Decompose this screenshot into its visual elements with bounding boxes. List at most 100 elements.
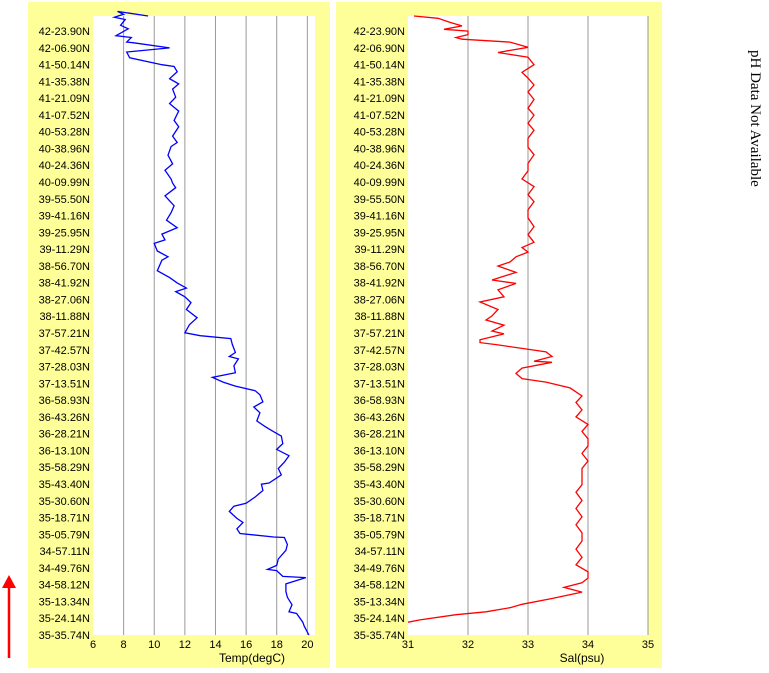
salinity-x-tick-label: 31 <box>402 639 414 651</box>
temperature-latitude-label: 35-35.74N <box>39 630 90 642</box>
temperature-latitude-label: 37-57.21N <box>39 328 90 340</box>
salinity-latitude-label: 35-43.40N <box>354 479 405 491</box>
salinity-latitude-label: 39-25.95N <box>354 227 405 239</box>
temperature-latitude-label: 36-28.21N <box>39 429 90 441</box>
salinity-gridlines <box>467 16 649 635</box>
temperature-latitude-label: 42-23.90N <box>39 26 90 38</box>
salinity-latitude-label: 41-35.38N <box>354 76 405 88</box>
temperature-x-axis-title: Temp(degC) <box>219 651 285 665</box>
temperature-latitude-label: 34-57.11N <box>39 546 90 558</box>
salinity-x-tick-label: 33 <box>522 639 534 651</box>
salinity-x-tick-labels: 31 32 33 34 35 <box>402 639 654 651</box>
salinity-latitude-label: 42-06.90N <box>354 43 405 55</box>
temperature-latitude-label: 37-13.51N <box>39 378 90 390</box>
salinity-latitude-label: 38-11.88N <box>354 311 405 323</box>
salinity-latitude-label: 35-58.29N <box>354 462 405 474</box>
direction-arrow-icon <box>2 575 16 658</box>
temperature-latitude-label: 38-41.92N <box>39 278 90 290</box>
temperature-series-line <box>111 10 310 636</box>
temperature-latitude-label: 35-13.34N <box>39 596 90 608</box>
temperature-latitude-label: 35-24.14N <box>39 613 90 625</box>
salinity-latitude-label: 38-27.06N <box>354 294 405 306</box>
temperature-x-tick-label: 14 <box>209 639 221 651</box>
temperature-latitude-label: 37-42.57N <box>39 345 90 357</box>
salinity-latitude-label: 42-23.90N <box>354 26 405 38</box>
temperature-x-tick-label: 20 <box>301 639 313 651</box>
temperature-latitude-label: 34-58.12N <box>39 580 90 592</box>
temperature-latitude-label: 36-13.10N <box>39 445 90 457</box>
temperature-latitude-label: 34-49.76N <box>39 563 90 575</box>
salinity-latitude-label: 40-38.96N <box>354 143 405 155</box>
temperature-gridlines <box>123 16 308 635</box>
salinity-latitude-label: 41-50.14N <box>354 60 405 72</box>
temperature-plot-area <box>93 16 315 635</box>
temperature-latitude-label: 38-56.70N <box>39 261 90 273</box>
temperature-latitude-label: 39-11.29N <box>39 244 90 256</box>
temperature-latitude-label: 41-35.38N <box>39 76 90 88</box>
salinity-latitude-label: 35-05.79N <box>354 529 405 541</box>
salinity-latitude-label: 36-28.21N <box>354 429 405 441</box>
salinity-series-line <box>407 15 589 623</box>
salinity-latitude-label: 37-42.57N <box>354 345 405 357</box>
salinity-latitude-label: 39-11.29N <box>354 244 405 256</box>
salinity-latitude-label: 36-13.10N <box>354 445 405 457</box>
temperature-latitude-label: 36-43.26N <box>39 412 90 424</box>
salinity-latitude-label: 41-07.52N <box>354 110 405 122</box>
temperature-latitude-label: 40-53.28N <box>39 127 90 139</box>
salinity-latitude-tick-labels: 42-23.90N 42-06.90N 41-50.14N 41-35.38N 41-2… <box>354 26 405 642</box>
temperature-latitude-label: 41-50.14N <box>39 60 90 72</box>
salinity-latitude-label: 36-43.26N <box>354 412 405 424</box>
temperature-x-tick-label: 6 <box>90 639 96 651</box>
salinity-latitude-label: 37-28.03N <box>354 362 405 374</box>
ph-unavailable-note: pH Data Not Available <box>747 50 763 187</box>
temperature-x-tick-label: 12 <box>179 639 191 651</box>
salinity-latitude-label: 38-41.92N <box>354 278 405 290</box>
salinity-x-tick-label: 35 <box>642 639 654 651</box>
temperature-latitude-label: 35-43.40N <box>39 479 90 491</box>
temperature-x-tick-labels: 6 8 10 12 14 16 18 20 <box>90 639 314 651</box>
salinity-latitude-label: 34-49.76N <box>354 563 405 575</box>
temperature-latitude-label: 38-27.06N <box>39 294 90 306</box>
salinity-latitude-label: 35-18.71N <box>354 513 405 525</box>
temperature-latitude-label: 35-30.60N <box>39 496 90 508</box>
temperature-latitude-label: 37-28.03N <box>39 362 90 374</box>
salinity-x-tick-label: 32 <box>462 639 474 651</box>
salinity-latitude-label: 35-30.60N <box>354 496 405 508</box>
temperature-latitude-label: 35-05.79N <box>39 529 90 541</box>
temperature-latitude-label: 35-18.71N <box>39 513 90 525</box>
temperature-latitude-label: 41-21.09N <box>39 93 90 105</box>
temperature-latitude-label: 39-25.95N <box>39 227 90 239</box>
temperature-latitude-label: 41-07.52N <box>39 110 90 122</box>
salinity-x-axis-title: Sal(psu) <box>560 651 605 665</box>
salinity-latitude-label: 34-58.12N <box>354 580 405 592</box>
salinity-latitude-label: 37-57.21N <box>354 328 405 340</box>
salinity-latitude-label: 40-09.99N <box>354 177 405 189</box>
temperature-latitude-label: 39-41.16N <box>39 211 90 223</box>
temperature-latitude-label: 42-06.90N <box>39 43 90 55</box>
salinity-latitude-label: 39-41.16N <box>354 211 405 223</box>
temperature-latitude-label: 40-24.36N <box>39 160 90 172</box>
salinity-latitude-label: 40-53.28N <box>354 127 405 139</box>
temperature-latitude-label: 38-11.88N <box>39 311 90 323</box>
temperature-x-tick-label: 10 <box>148 639 160 651</box>
temperature-latitude-label: 40-38.96N <box>39 143 90 155</box>
temperature-x-tick-label: 8 <box>121 639 127 651</box>
salinity-latitude-label: 37-13.51N <box>354 378 405 390</box>
temperature-latitude-tick-labels: 42-23.90N 42-06.90N 41-50.14N 41-35.38N 41-2… <box>39 26 90 642</box>
salinity-x-tick-label: 34 <box>582 639 594 651</box>
temperature-latitude-label: 35-58.29N <box>39 462 90 474</box>
temperature-latitude-label: 36-58.93N <box>39 395 90 407</box>
salinity-latitude-label: 41-21.09N <box>354 93 405 105</box>
salinity-latitude-label: 35-24.14N <box>354 613 405 625</box>
salinity-latitude-label: 34-57.11N <box>354 546 405 558</box>
salinity-latitude-label: 36-58.93N <box>354 395 405 407</box>
salinity-latitude-label: 40-24.36N <box>354 160 405 172</box>
salinity-latitude-label: 39-55.50N <box>354 194 405 206</box>
salinity-latitude-label: 35-13.34N <box>354 596 405 608</box>
temperature-latitude-label: 39-55.50N <box>39 194 90 206</box>
salinity-latitude-label: 35-35.74N <box>354 630 405 642</box>
temperature-x-tick-label: 16 <box>240 639 252 651</box>
temperature-latitude-label: 40-09.99N <box>39 177 90 189</box>
salinity-latitude-label: 38-56.70N <box>354 261 405 273</box>
